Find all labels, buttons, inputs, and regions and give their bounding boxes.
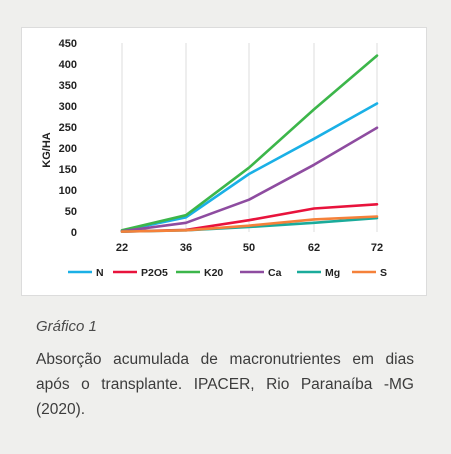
y-axis-label: KG/HA [41, 132, 53, 168]
y-tick-label: 150 [59, 164, 77, 176]
x-tick-label: 36 [180, 242, 192, 254]
series-line-s [120, 215, 379, 233]
series-line-k20 [120, 54, 379, 232]
series-line-ca [120, 126, 379, 233]
chart-card: 0 50 100 150 200 250 300 350 400 450 22 36 50 62 72 N… [21, 27, 427, 296]
legend-label-mg: Mg [325, 267, 340, 279]
legend-label-p2o5: P2O5 [141, 267, 168, 279]
figure-caption-title: Gráfico 1 [36, 318, 97, 335]
legend: N P2O5 K20 Ca Mg S [68, 267, 387, 279]
y-tick-label: 100 [59, 185, 77, 197]
y-tick-label: 0 [71, 227, 77, 239]
line-chart: 0 50 100 150 200 250 300 350 400 450 22 36 50 62 72 N… [41, 38, 387, 279]
y-tick-label: 50 [65, 206, 77, 218]
series-line-n [120, 102, 379, 232]
x-tick-label: 22 [116, 242, 128, 254]
legend-label-n: N [96, 267, 104, 279]
x-axis-ticks: 22 36 50 62 72 [116, 242, 383, 254]
y-tick-label: 200 [59, 143, 77, 155]
y-tick-label: 250 [59, 122, 77, 134]
y-tick-label: 450 [59, 38, 77, 50]
figure-caption-text: Absorção acumulada de macronutrientes em… [36, 351, 414, 418]
legend-label-s: S [380, 267, 387, 279]
y-tick-label: 400 [59, 59, 77, 71]
y-axis-ticks: 0 50 100 150 200 250 300 350 400 450 [59, 38, 77, 239]
x-tick-label: 62 [308, 242, 320, 254]
x-tick-label: 72 [371, 242, 383, 254]
legend-label-ca: Ca [268, 267, 282, 279]
legend-label-k20: K20 [204, 267, 223, 279]
series-lines [120, 54, 379, 233]
y-tick-label: 350 [59, 80, 77, 92]
y-tick-label: 300 [59, 101, 77, 113]
grid-lines [121, 43, 378, 232]
x-tick-label: 50 [243, 242, 255, 254]
